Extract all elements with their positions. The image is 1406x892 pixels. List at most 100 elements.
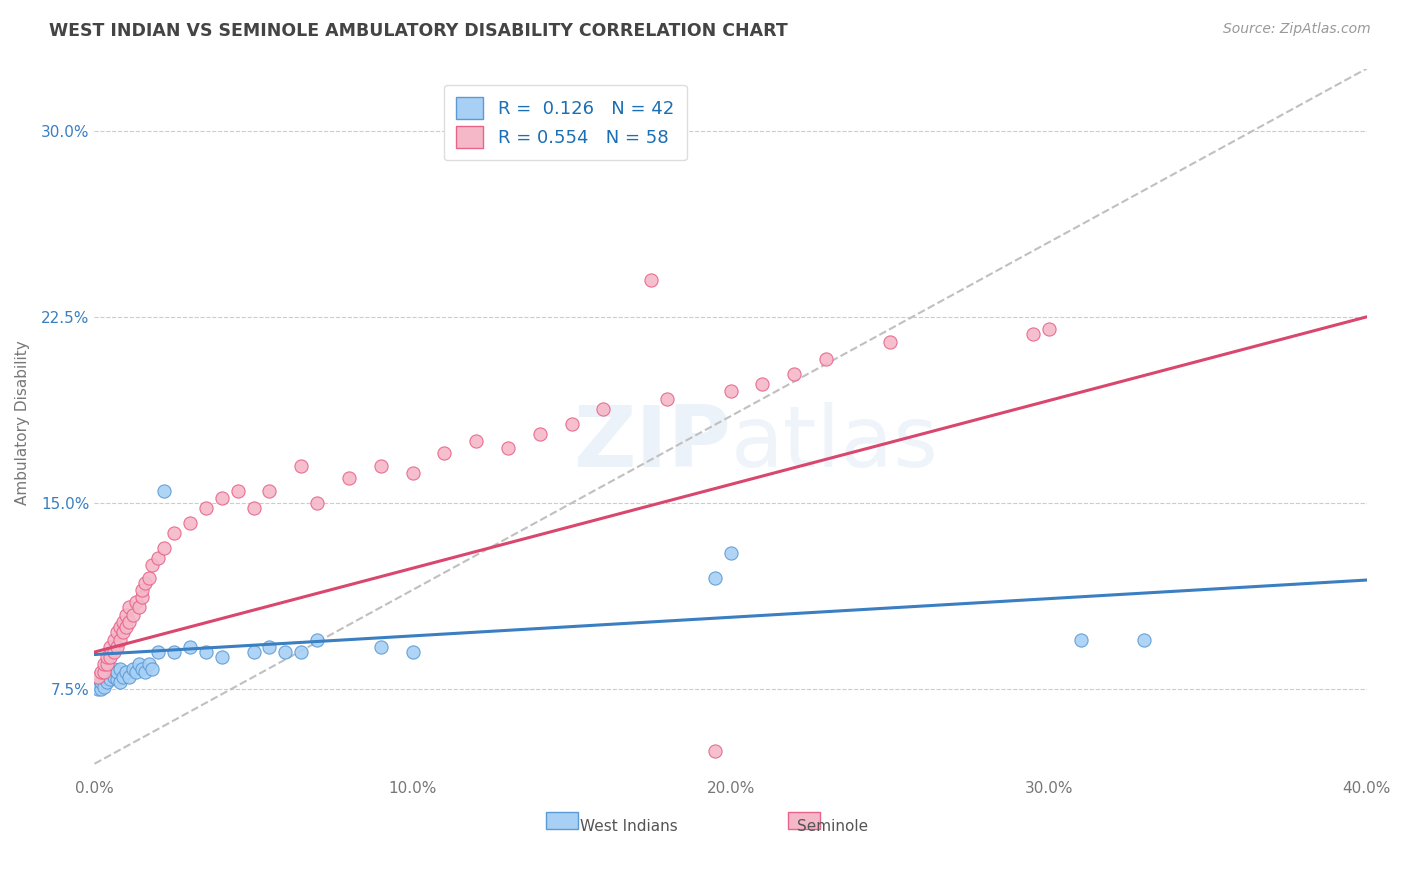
Point [103,670,125,684]
Point [105,665,128,679]
Point [290,645,312,659]
Point [640,272,662,286]
Point [115,665,138,679]
Point [100,673,122,687]
Text: Source: ZipAtlas.com: Source: ZipAtlas.com [1223,22,1371,37]
Point [138,570,160,584]
Text: West Indians: West Indians [581,819,678,834]
Point [242,645,264,659]
Point [141,662,163,676]
Point [112,625,135,640]
Point [655,392,678,406]
Point [90,665,112,679]
Point [146,550,169,565]
Point [1133,632,1156,647]
Point [274,645,297,659]
Text: ZIP: ZIP [572,402,731,485]
Point [90,682,112,697]
Point [179,516,201,530]
Point [783,367,806,381]
Point [465,434,488,448]
Point [141,558,163,573]
Point [307,496,329,510]
Point [259,483,281,498]
Point [100,665,122,679]
Point [96,674,118,689]
Point [211,491,233,505]
Point [118,615,141,630]
Point [163,645,186,659]
Point [105,673,128,687]
Point [194,501,217,516]
Point [96,650,118,665]
Point [307,632,329,647]
Point [108,620,131,634]
Point [720,546,742,560]
Point [105,640,128,654]
Point [100,650,122,665]
Point [179,640,201,654]
Point [370,458,392,473]
Text: WEST INDIAN VS SEMINOLE AMBULATORY DISABILITY CORRELATION CHART: WEST INDIAN VS SEMINOLE AMBULATORY DISAB… [49,22,787,40]
FancyBboxPatch shape [787,812,820,830]
Point [131,591,153,605]
Point [879,334,901,349]
Point [115,620,138,634]
Point [103,632,125,647]
Point [1038,322,1060,336]
Point [112,670,135,684]
Point [112,615,135,630]
Point [337,471,360,485]
Point [815,352,838,367]
Point [401,467,423,481]
Point [134,575,156,590]
Point [134,665,156,679]
Point [93,680,115,694]
Point [153,483,176,498]
Point [401,645,423,659]
Point [370,640,392,654]
Legend: R =  0.126   N = 42, R = 0.554   N = 58: R = 0.126 N = 42, R = 0.554 N = 58 [444,85,686,161]
Point [433,446,456,460]
Point [108,662,131,676]
Point [1022,327,1045,342]
Point [125,665,148,679]
Point [86,670,108,684]
Point [125,595,148,609]
Point [146,645,169,659]
Point [1070,632,1092,647]
Point [105,625,128,640]
Point [115,607,138,622]
Point [259,640,281,654]
FancyBboxPatch shape [546,812,578,830]
Point [751,376,773,391]
Y-axis label: Ambulatory Disability: Ambulatory Disability [15,340,30,505]
Point [96,665,118,679]
Point [194,645,217,659]
Point [153,541,176,555]
Point [121,662,143,676]
Point [290,458,312,473]
Point [90,674,112,689]
Point [496,442,519,456]
Point [226,483,249,498]
Point [103,662,125,676]
Point [103,645,125,659]
Point [131,662,153,676]
Point [118,670,141,684]
Point [121,607,143,622]
Point [703,744,725,758]
Point [96,657,118,672]
Point [592,401,614,416]
Point [118,600,141,615]
Point [138,657,160,672]
Point [128,657,150,672]
Text: Seminole: Seminole [797,819,868,834]
Point [529,426,551,441]
Point [100,640,122,654]
Point [561,417,583,431]
Point [242,501,264,516]
Point [211,650,233,665]
Point [86,682,108,697]
Point [108,674,131,689]
